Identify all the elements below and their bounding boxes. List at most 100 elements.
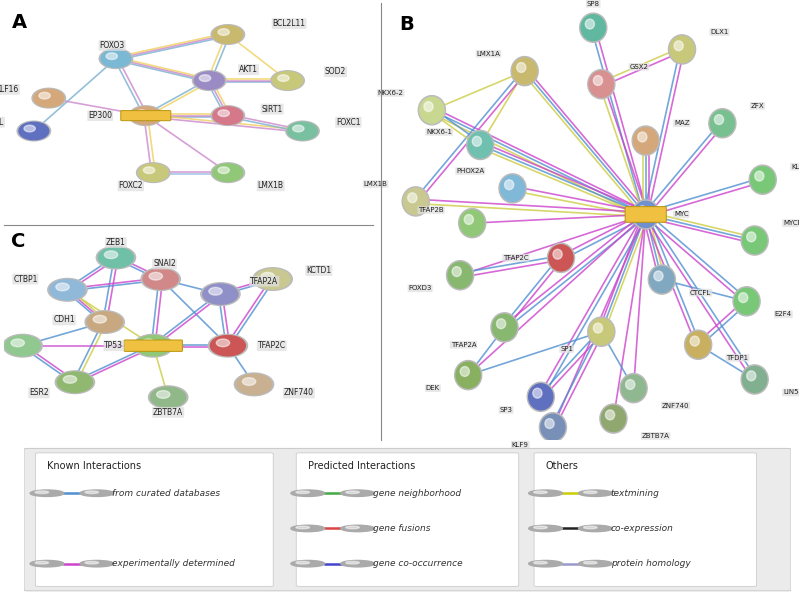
Text: KLF9: KLF9 <box>512 441 529 447</box>
Circle shape <box>101 50 131 68</box>
Circle shape <box>549 245 573 271</box>
Circle shape <box>586 19 594 29</box>
Circle shape <box>588 317 615 346</box>
Circle shape <box>500 176 525 201</box>
Text: FOXO3: FOXO3 <box>100 41 125 50</box>
Text: MYCN: MYCN <box>783 220 799 226</box>
Circle shape <box>606 410 614 420</box>
Circle shape <box>210 335 245 356</box>
Circle shape <box>594 75 602 86</box>
Text: KLF16: KLF16 <box>0 85 19 94</box>
Circle shape <box>533 388 542 398</box>
Text: gene fusions: gene fusions <box>373 524 431 533</box>
FancyBboxPatch shape <box>35 453 273 586</box>
Circle shape <box>583 561 597 564</box>
Circle shape <box>58 372 93 392</box>
Circle shape <box>213 107 243 125</box>
Circle shape <box>105 251 117 259</box>
Text: FOXC2: FOXC2 <box>118 181 143 190</box>
Circle shape <box>340 561 375 567</box>
Text: NKX6-2: NKX6-2 <box>378 90 403 96</box>
Circle shape <box>750 167 775 193</box>
Circle shape <box>424 102 433 111</box>
Circle shape <box>97 246 136 269</box>
Circle shape <box>48 279 87 301</box>
Circle shape <box>209 288 222 295</box>
Text: TFAP2C: TFAP2C <box>258 341 286 350</box>
Circle shape <box>340 490 375 497</box>
Circle shape <box>201 283 240 305</box>
Circle shape <box>456 362 480 388</box>
Text: gene co-occurrence: gene co-occurrence <box>373 559 463 568</box>
Text: E2F4: E2F4 <box>775 311 792 317</box>
Text: Others: Others <box>546 461 578 471</box>
Circle shape <box>626 380 635 389</box>
Text: gene neighborhood: gene neighborhood <box>373 489 461 498</box>
Circle shape <box>211 106 244 125</box>
Circle shape <box>467 131 494 159</box>
Text: textmining: textmining <box>610 489 660 498</box>
Circle shape <box>529 525 562 532</box>
Circle shape <box>742 228 767 253</box>
Circle shape <box>11 339 25 347</box>
Circle shape <box>580 13 606 43</box>
Circle shape <box>242 378 256 385</box>
Circle shape <box>98 247 133 268</box>
Circle shape <box>296 561 309 564</box>
Circle shape <box>211 25 244 44</box>
Circle shape <box>685 330 712 359</box>
Circle shape <box>85 561 98 564</box>
Circle shape <box>200 75 211 81</box>
Text: Known Interactions: Known Interactions <box>47 461 141 471</box>
Text: TP53: TP53 <box>105 341 123 350</box>
Text: CTBP1: CTBP1 <box>14 274 38 283</box>
Circle shape <box>534 561 547 564</box>
Circle shape <box>291 525 324 532</box>
Circle shape <box>346 526 360 529</box>
Text: CTCFL: CTCFL <box>0 118 4 127</box>
Circle shape <box>460 210 484 236</box>
Circle shape <box>747 232 756 242</box>
Circle shape <box>213 26 243 43</box>
Text: ZFX: ZFX <box>750 103 765 109</box>
Circle shape <box>209 334 248 357</box>
Circle shape <box>99 49 133 68</box>
Circle shape <box>30 490 64 497</box>
Text: BCL2L11: BCL2L11 <box>272 19 306 28</box>
Circle shape <box>686 332 710 358</box>
Circle shape <box>85 491 98 494</box>
Text: ZBTB7A: ZBTB7A <box>642 433 670 439</box>
Text: ZNF740: ZNF740 <box>284 389 314 398</box>
Text: KLF5: KLF5 <box>791 164 799 170</box>
Circle shape <box>733 287 760 316</box>
FancyBboxPatch shape <box>24 449 791 591</box>
Circle shape <box>738 293 748 302</box>
Circle shape <box>255 269 290 289</box>
Circle shape <box>419 97 444 123</box>
Circle shape <box>460 367 469 376</box>
Circle shape <box>234 373 273 396</box>
Circle shape <box>213 164 243 181</box>
Circle shape <box>578 561 612 567</box>
Circle shape <box>583 526 597 529</box>
Text: PHOX2A: PHOX2A <box>456 168 484 174</box>
Circle shape <box>93 315 106 323</box>
Circle shape <box>35 561 49 564</box>
Circle shape <box>149 273 162 280</box>
Circle shape <box>589 71 614 97</box>
Circle shape <box>513 58 537 84</box>
Circle shape <box>193 71 226 90</box>
Text: SP8: SP8 <box>586 1 600 7</box>
Circle shape <box>50 280 85 300</box>
Circle shape <box>157 391 170 398</box>
Circle shape <box>149 386 188 409</box>
Text: LMX1B: LMX1B <box>364 181 388 187</box>
Circle shape <box>447 261 474 290</box>
Text: ZEB1: ZEB1 <box>106 238 126 247</box>
Circle shape <box>529 384 553 410</box>
Text: FOXD3: FOXD3 <box>408 285 432 291</box>
Circle shape <box>491 313 518 342</box>
Circle shape <box>741 226 768 255</box>
Circle shape <box>472 137 482 146</box>
Circle shape <box>547 243 574 273</box>
